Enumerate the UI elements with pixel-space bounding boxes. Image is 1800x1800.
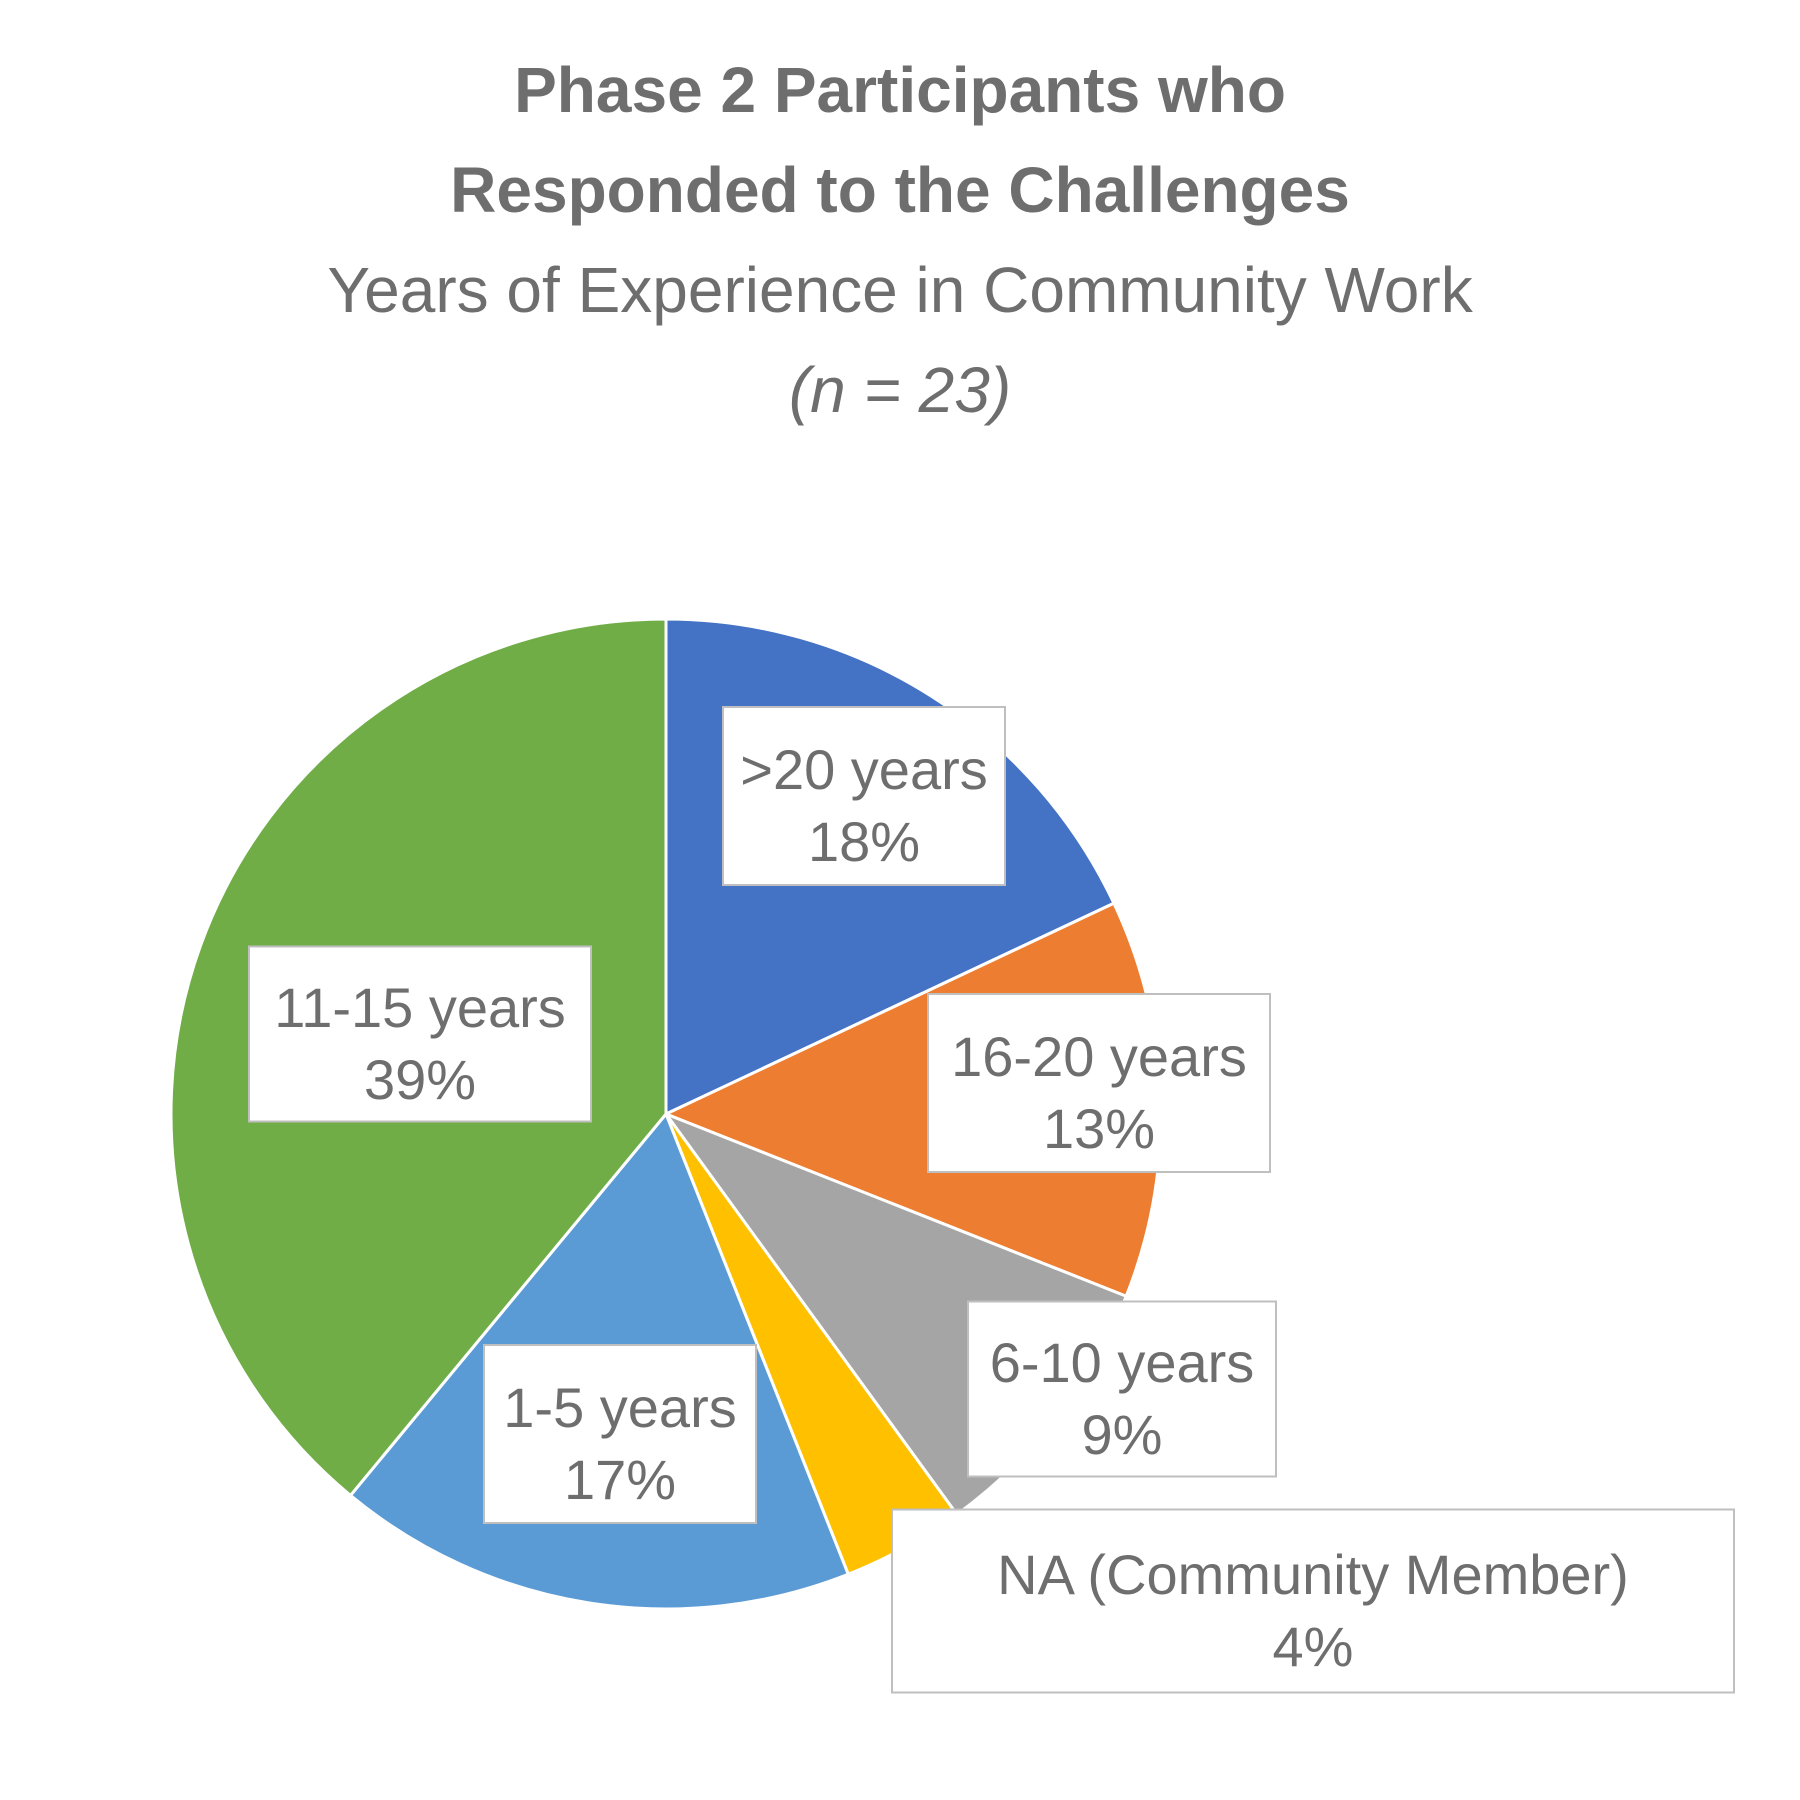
data-label-category: 6-10 years — [990, 1331, 1255, 1394]
data-label-box — [891, 1508, 1735, 1694]
data-label-box — [967, 1300, 1277, 1478]
data-label-category: 11-15 years — [274, 976, 566, 1039]
data-label-category: 16-20 years — [951, 1025, 1247, 1088]
data-label-percentage: 4% — [1273, 1615, 1354, 1678]
pie-data-labels: >20 years 18% 16-20 years 13% 6-10 years 9% NA… — [248, 706, 1735, 1694]
chart-sample-size: (n = 23) — [788, 354, 1012, 426]
data-label-category: >20 years — [740, 738, 988, 801]
data-label-box — [927, 993, 1271, 1173]
data-label-percentage: 9% — [1082, 1403, 1163, 1466]
data-label-na-community-member: NA (Community Member) 4% — [891, 1508, 1735, 1694]
data-label-percentage: 39% — [364, 1048, 476, 1111]
data-label-16-20-years: 16-20 years 13% — [927, 993, 1271, 1173]
data-label-percentage: 18% — [808, 810, 920, 873]
chart-title-line-2: Responded to the Challenges — [450, 154, 1350, 226]
data-label-box — [722, 706, 1006, 886]
data-label-1-5-years: 1-5 years 17% — [483, 1344, 757, 1524]
chart-subtitle: Years of Experience in Community Work — [327, 254, 1473, 326]
data-label-11-15-years: 11-15 years 39% — [248, 945, 592, 1123]
data-label-box — [248, 945, 592, 1123]
data-label-6-10-years: 6-10 years 9% — [967, 1300, 1277, 1478]
data-label-percentage: 13% — [1043, 1097, 1155, 1160]
chart-title-block: Phase 2 Participants who Responded to th… — [0, 40, 1800, 440]
data-label-category: 1-5 years — [503, 1376, 736, 1439]
data-label-20-years: >20 years 18% — [722, 706, 1006, 886]
chart-title-line-1: Phase 2 Participants who — [514, 54, 1286, 126]
data-label-percentage: 17% — [564, 1448, 676, 1511]
data-label-box — [483, 1344, 757, 1524]
data-label-category: NA (Community Member) — [997, 1543, 1629, 1606]
